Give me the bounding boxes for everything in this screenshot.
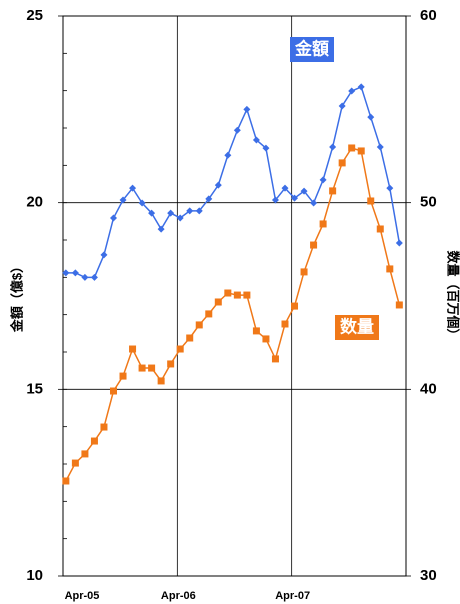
marker — [62, 269, 70, 277]
marker — [176, 214, 184, 222]
marker — [157, 225, 165, 233]
marker — [281, 320, 289, 328]
y-tick-label: 10 — [26, 567, 43, 584]
marker — [109, 387, 117, 395]
marker — [291, 302, 299, 310]
legend-label: 金額 — [294, 38, 329, 58]
y2-tick-label: 50 — [420, 194, 437, 211]
marker — [348, 87, 356, 95]
marker — [271, 355, 279, 363]
marker — [81, 450, 89, 458]
marker — [376, 143, 384, 151]
marker — [233, 291, 241, 299]
marker — [195, 321, 203, 329]
y-tick-label: 20 — [26, 194, 43, 211]
marker — [281, 184, 289, 192]
marker — [186, 334, 194, 342]
marker — [100, 251, 108, 259]
marker — [138, 364, 146, 372]
marker — [62, 477, 70, 485]
marker — [291, 194, 299, 202]
marker — [81, 273, 89, 281]
marker — [300, 187, 308, 195]
marker — [195, 207, 203, 215]
marker — [262, 335, 270, 343]
marker — [376, 225, 384, 233]
marker — [243, 291, 251, 299]
marker — [214, 298, 222, 306]
marker — [271, 196, 279, 204]
marker — [148, 209, 156, 217]
marker — [348, 144, 356, 152]
y2-tick-label: 60 — [420, 7, 437, 24]
marker — [357, 147, 365, 155]
marker — [119, 196, 127, 204]
marker — [319, 220, 327, 228]
marker — [176, 345, 184, 353]
marker — [157, 377, 165, 385]
marker — [338, 159, 346, 167]
legend-box — [290, 37, 334, 62]
marker — [310, 199, 318, 207]
marker — [252, 327, 260, 335]
marker — [310, 241, 318, 249]
marker — [129, 345, 137, 353]
legend-label: 数量 — [340, 316, 374, 336]
marker — [395, 301, 403, 309]
y-axis-title: 金額（億$） — [9, 260, 24, 333]
y2-tick-label: 30 — [420, 567, 437, 584]
marker — [233, 126, 241, 134]
marker — [367, 197, 375, 205]
marker — [262, 144, 270, 152]
series-line — [65, 85, 401, 279]
marker — [167, 209, 175, 217]
marker — [329, 187, 337, 195]
marker — [367, 113, 375, 121]
marker — [90, 273, 98, 281]
y-tick-label: 25 — [26, 7, 43, 24]
marker — [224, 151, 232, 159]
marker — [129, 184, 137, 192]
marker — [386, 184, 394, 192]
marker — [119, 372, 127, 380]
marker — [109, 214, 117, 222]
marker — [167, 360, 175, 368]
y2-axis-title: 数量（百万個） — [446, 250, 460, 341]
marker — [186, 207, 194, 215]
marker — [357, 83, 365, 91]
series-line — [65, 147, 401, 482]
marker — [329, 143, 337, 151]
marker — [338, 102, 346, 110]
marker — [71, 269, 79, 277]
marker — [148, 364, 156, 372]
marker — [205, 310, 213, 318]
marker — [100, 423, 108, 431]
marker — [386, 265, 394, 273]
marker — [252, 136, 260, 144]
marker — [214, 181, 222, 189]
x-tick-label: Apr-05 — [65, 590, 100, 602]
marker — [300, 268, 308, 276]
legend-box — [335, 315, 379, 340]
marker — [243, 105, 251, 113]
plot-frame — [62, 15, 407, 577]
marker — [138, 199, 146, 207]
marker — [90, 437, 98, 445]
x-tick-label: Apr-07 — [275, 590, 310, 602]
marker — [224, 289, 232, 297]
y-tick-label: 15 — [26, 380, 43, 397]
y2-tick-label: 40 — [420, 380, 437, 397]
x-tick-label: Apr-06 — [161, 590, 196, 602]
marker — [319, 176, 327, 184]
marker — [71, 459, 79, 467]
marker — [205, 195, 213, 203]
marker — [395, 239, 403, 247]
